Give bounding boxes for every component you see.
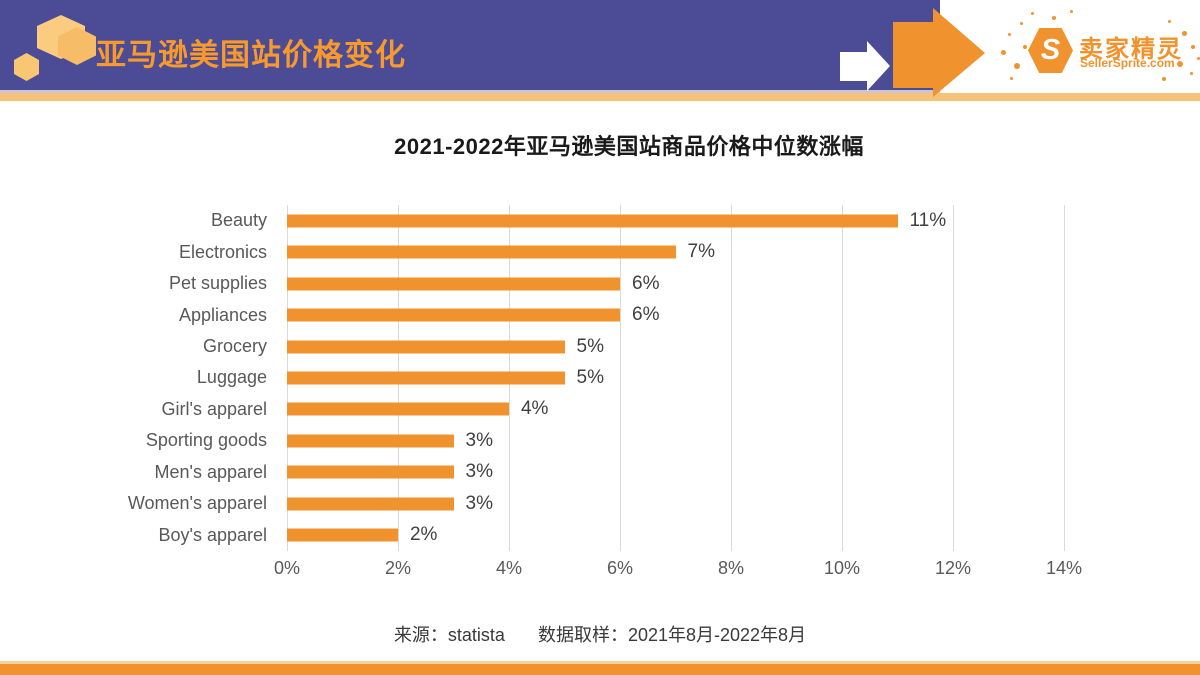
bar	[287, 497, 454, 511]
value-label: 3%	[465, 492, 493, 514]
x-axis-tick: 2%	[384, 558, 412, 578]
bar	[287, 245, 676, 259]
category-label: Luggage	[196, 367, 267, 388]
brand-name-en: SellerSprite.com	[1080, 56, 1175, 70]
orange-arrow-icon	[893, 8, 985, 97]
bar	[287, 371, 565, 385]
sparkle-dot-icon	[1023, 45, 1027, 49]
value-label: 7%	[687, 241, 715, 263]
bar	[287, 402, 509, 416]
bar	[287, 277, 620, 291]
x-axis-tick: 12%	[934, 558, 972, 578]
value-label: 3%	[465, 429, 493, 451]
sparkle-dot-icon	[1020, 22, 1023, 25]
x-axis-tick: 0%	[273, 558, 301, 578]
gridline	[953, 205, 954, 551]
category-label: Boy's apparel	[158, 524, 267, 545]
x-axis-tick: 10%	[823, 558, 861, 578]
chart-row: 2%	[287, 520, 1064, 551]
forward-arrows-icon	[840, 8, 985, 97]
x-axis-tick: 6%	[606, 558, 634, 578]
category-axis: Beauty Electronics Pet supplies Appliances G…	[0, 205, 277, 551]
chart-row: 6%	[287, 299, 1064, 330]
sparkle-dot-icon	[1070, 10, 1073, 13]
chart-row: 5%	[287, 331, 1064, 362]
bar	[287, 340, 565, 354]
brand-letter: S	[1040, 34, 1061, 66]
header-divider-strip	[0, 93, 1200, 101]
sparkle-dot-icon	[1191, 45, 1195, 49]
brand-name-cn: 卖家精灵	[1079, 36, 1183, 63]
bar	[287, 434, 454, 448]
gridline	[842, 205, 843, 551]
sparkle-dot-icon	[1010, 77, 1013, 80]
chart-row: 6%	[287, 268, 1064, 299]
sparkle-dot-icon	[1177, 61, 1183, 67]
value-label: 11%	[909, 209, 947, 231]
chart-title: 2021-2022年亚马逊美国站商品价格中位数涨幅	[394, 134, 864, 159]
category-label: Appliances	[178, 304, 267, 325]
gridline	[1064, 205, 1065, 551]
value-label: 6%	[632, 272, 660, 294]
chart-row: 3%	[287, 488, 1064, 519]
value-label: 5%	[576, 335, 604, 357]
sparkle-dot-icon	[1052, 16, 1056, 20]
page-title: 亚马逊美国站价格变化	[96, 39, 406, 72]
category-label: Beauty	[210, 210, 267, 231]
sparkle-dot-icon	[1168, 20, 1171, 23]
bar	[287, 465, 454, 479]
sparkle-dot-icon	[1014, 63, 1020, 69]
category-label: Grocery	[202, 336, 267, 357]
category-label: Sporting goods	[145, 430, 267, 451]
bar	[287, 528, 398, 542]
value-label: 3%	[465, 461, 493, 483]
sparkle-dot-icon	[1001, 50, 1006, 55]
category-label: Girl's apparel	[161, 398, 267, 419]
sparkle-dot-icon	[1190, 72, 1193, 75]
sparkle-dot-icon	[1008, 33, 1011, 36]
chart-row: 3%	[287, 457, 1064, 488]
category-label: Pet supplies	[168, 273, 267, 294]
footer-divider-line	[0, 661, 1200, 664]
sparkle-dot-icon	[1197, 57, 1200, 60]
gridline	[620, 205, 621, 551]
plot-area: 11% 7% 6% 6% 5% 5% 4% 3% 3% 3% 2%	[287, 205, 1065, 551]
footer-bar	[0, 664, 1200, 675]
sparkle-dot-icon	[1182, 31, 1187, 36]
category-label: Men's apparel	[154, 461, 268, 482]
chart-row: 4%	[287, 394, 1064, 425]
brand-hexagon-icon: S	[1028, 28, 1073, 73]
category-label: Electronics	[178, 241, 267, 262]
chart-row: 7%	[287, 236, 1064, 267]
logo-hexagon-icon	[58, 27, 96, 65]
chart-row: 3%	[287, 425, 1064, 456]
x-axis-tick: 4%	[495, 558, 523, 578]
chart-row: 5%	[287, 362, 1064, 393]
sampling-text: 数据取样：2021年8月-2022年8月	[537, 625, 807, 645]
x-axis: 0% 2% 4% 6% 8% 10% 12% 14%	[274, 558, 1082, 584]
chart-row: 11%	[287, 205, 1064, 236]
source-text: 来源：statista	[393, 625, 505, 645]
x-axis-tick: 14%	[1045, 558, 1083, 578]
x-axis-tick: 8%	[717, 558, 745, 578]
sparkle-dot-icon	[1162, 77, 1166, 81]
source-note: 来源：statista 数据取样：2021年8月-2022年8月	[0, 621, 1200, 647]
value-label: 2%	[409, 524, 438, 546]
bar	[287, 308, 620, 322]
category-label: Women's apparel	[127, 493, 267, 514]
header-band	[0, 0, 940, 90]
header-divider-line	[0, 90, 940, 93]
value-label: 4%	[520, 398, 549, 420]
bar	[287, 214, 898, 228]
white-arrow-icon	[840, 41, 890, 91]
gridline	[731, 205, 732, 551]
sparkle-dot-icon	[1031, 12, 1034, 15]
value-label: 6%	[632, 304, 660, 326]
value-label: 5%	[576, 366, 604, 388]
